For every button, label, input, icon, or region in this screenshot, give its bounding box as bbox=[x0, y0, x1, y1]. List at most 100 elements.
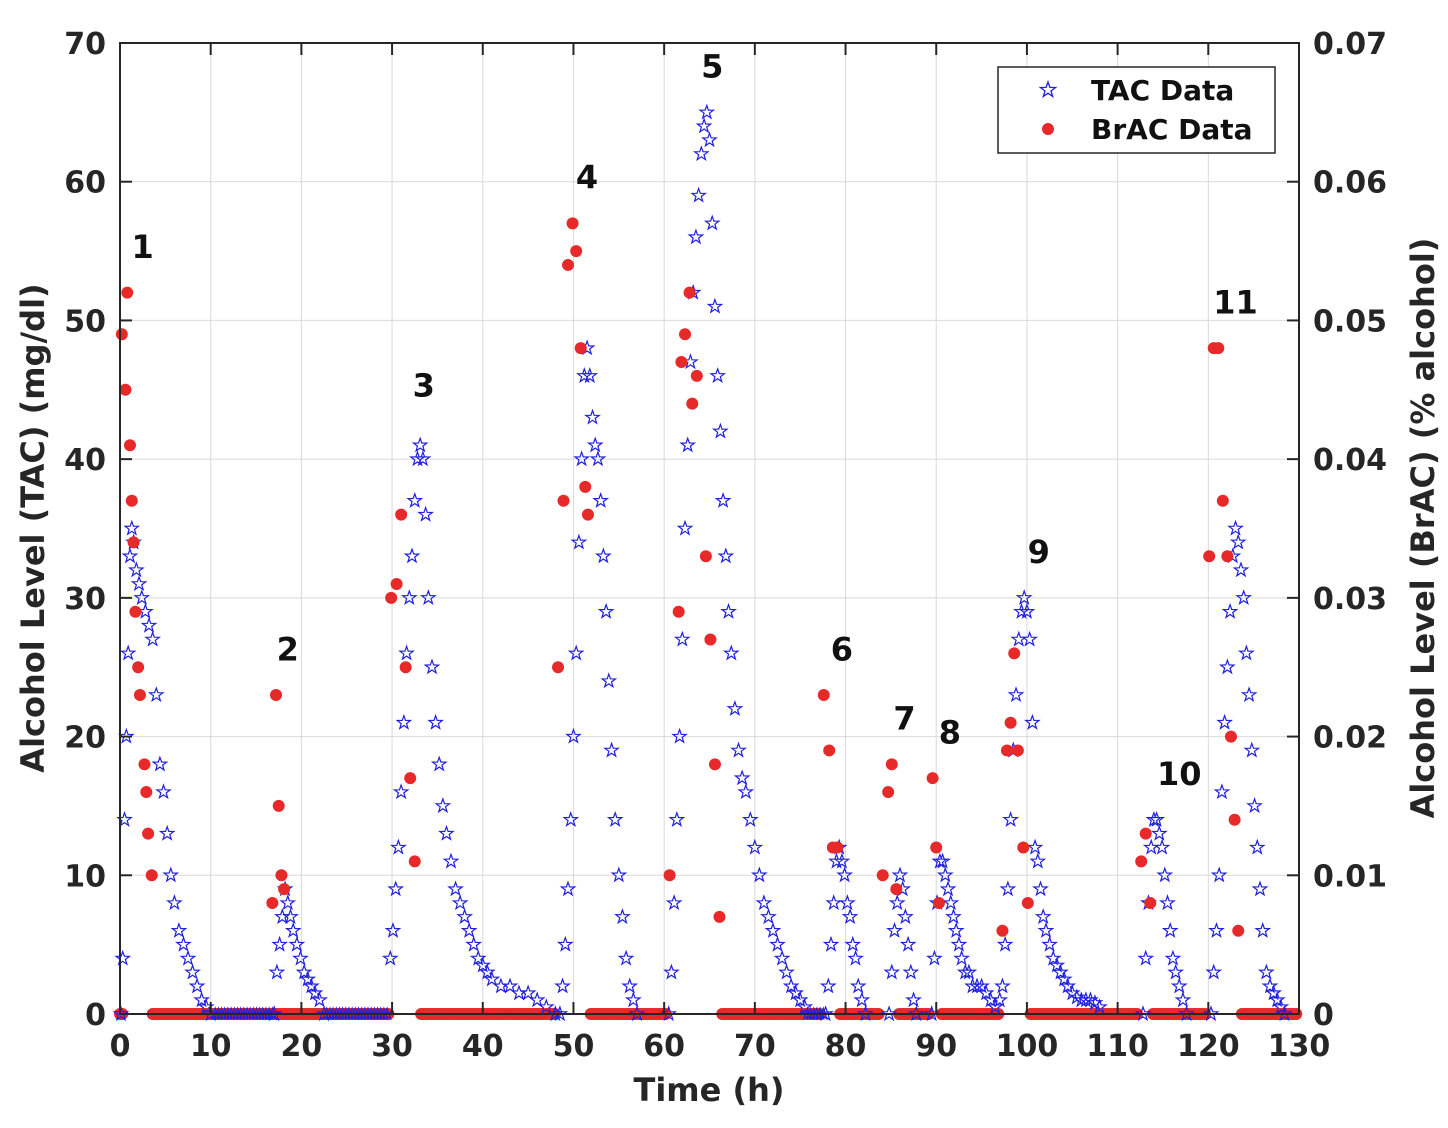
tac-point bbox=[726, 699, 744, 716]
tac-point bbox=[438, 824, 455, 841]
tac-point bbox=[1148, 810, 1166, 828]
y-right-tick-label: 0.07 bbox=[1313, 27, 1387, 62]
tac-point bbox=[1007, 686, 1025, 703]
peak-label: 2 bbox=[277, 630, 299, 668]
tac-point bbox=[1272, 998, 1290, 1015]
brac-point bbox=[1224, 730, 1237, 743]
tac-point bbox=[1026, 838, 1044, 855]
tac-point bbox=[551, 1005, 569, 1022]
tac-point bbox=[1276, 1005, 1293, 1022]
tac-point bbox=[936, 866, 954, 883]
tac-point bbox=[117, 727, 135, 744]
tac-point bbox=[565, 727, 582, 744]
brac-point bbox=[885, 758, 898, 771]
brac-point bbox=[127, 536, 140, 549]
brac-point bbox=[713, 910, 726, 923]
brac-point bbox=[1216, 494, 1229, 507]
legend-tac-star-icon bbox=[1038, 80, 1058, 99]
brac-point bbox=[1135, 855, 1148, 868]
tac-point bbox=[573, 450, 591, 467]
x-tick-label: 30 bbox=[371, 1029, 413, 1064]
tac-point bbox=[695, 117, 713, 134]
tac-point bbox=[268, 963, 286, 980]
tac-point bbox=[1243, 741, 1261, 758]
brac-point bbox=[562, 258, 575, 271]
x-tick-label: 20 bbox=[281, 1029, 323, 1064]
tac-point bbox=[996, 935, 1014, 952]
brac-point bbox=[266, 897, 279, 910]
tac-point bbox=[709, 367, 727, 384]
brac-point bbox=[1139, 827, 1152, 840]
tac-point bbox=[1052, 963, 1069, 980]
y-left-tick-label: 50 bbox=[64, 304, 106, 339]
tac-point bbox=[465, 935, 483, 952]
tac-point bbox=[409, 450, 426, 467]
tac-point bbox=[968, 977, 986, 994]
x-tick-label: 50 bbox=[553, 1029, 595, 1064]
brac-point bbox=[566, 217, 579, 230]
tac-point bbox=[671, 727, 688, 744]
tac-point bbox=[411, 436, 429, 453]
tac-point bbox=[1254, 921, 1272, 938]
tac-point bbox=[755, 894, 773, 911]
y-left-tick-label: 0 bbox=[85, 998, 106, 1033]
tac-point bbox=[299, 970, 317, 987]
brac-point bbox=[269, 688, 282, 701]
brac-point bbox=[399, 661, 412, 674]
tac-point bbox=[907, 1005, 925, 1022]
tac-point bbox=[746, 838, 764, 855]
tac-point bbox=[302, 977, 320, 994]
tac-point bbox=[621, 977, 639, 994]
tac-point bbox=[288, 935, 306, 952]
tac-point bbox=[469, 949, 487, 966]
tac-point bbox=[701, 131, 718, 148]
brac-point bbox=[1017, 841, 1030, 854]
x-tick-label: 70 bbox=[734, 1029, 776, 1064]
tac-point bbox=[1137, 949, 1155, 966]
tac-point bbox=[857, 1005, 874, 1022]
brac-point bbox=[675, 356, 688, 369]
tac-point bbox=[1227, 519, 1244, 536]
brac-point bbox=[125, 494, 138, 507]
tac-point bbox=[960, 963, 978, 980]
tac-point bbox=[575, 367, 593, 384]
tac-point bbox=[155, 783, 172, 800]
brac-point bbox=[686, 397, 699, 410]
tac-point bbox=[1029, 852, 1047, 869]
tac-point bbox=[528, 991, 546, 1008]
tac-point bbox=[939, 880, 957, 897]
tac-point bbox=[584, 408, 601, 425]
axes: 0 10 20 30 40 50 60 70 80 90 100 110 120 130010203040… bbox=[64, 27, 1387, 1064]
tac-point bbox=[1150, 824, 1168, 841]
tac-point bbox=[973, 977, 990, 994]
peak-label: 7 bbox=[893, 700, 915, 738]
brac-point bbox=[138, 758, 151, 771]
brac-point bbox=[552, 661, 565, 674]
tac-point bbox=[844, 935, 862, 952]
tac-point bbox=[1174, 991, 1192, 1008]
y-right-tick-label: 0 bbox=[1313, 998, 1334, 1033]
y-axis-right-title: Alcohol Level (BrAC) (% alcohol) bbox=[1404, 238, 1442, 819]
tac-point bbox=[417, 505, 435, 522]
tac-point bbox=[1218, 658, 1236, 675]
tac-point bbox=[147, 686, 165, 703]
tac-point bbox=[999, 880, 1017, 897]
y-right-tick-label: 0.03 bbox=[1313, 582, 1387, 617]
brac-point bbox=[663, 869, 676, 882]
tac-point bbox=[265, 1005, 283, 1022]
peak-label: 6 bbox=[831, 630, 853, 668]
tac-point bbox=[934, 852, 951, 869]
tac-point bbox=[442, 852, 460, 869]
tac-point bbox=[687, 228, 705, 245]
tac-point bbox=[501, 977, 519, 994]
brac-point bbox=[690, 369, 703, 382]
brac-point bbox=[132, 661, 145, 674]
brac-point bbox=[278, 883, 291, 896]
tac-point bbox=[1091, 998, 1108, 1015]
peak-label: 5 bbox=[701, 48, 723, 86]
tac-point bbox=[730, 741, 747, 758]
tac-point bbox=[836, 866, 854, 883]
tac-point bbox=[315, 1005, 333, 1022]
tac-point bbox=[676, 519, 694, 536]
y-right-tick-label: 0.04 bbox=[1313, 443, 1387, 478]
